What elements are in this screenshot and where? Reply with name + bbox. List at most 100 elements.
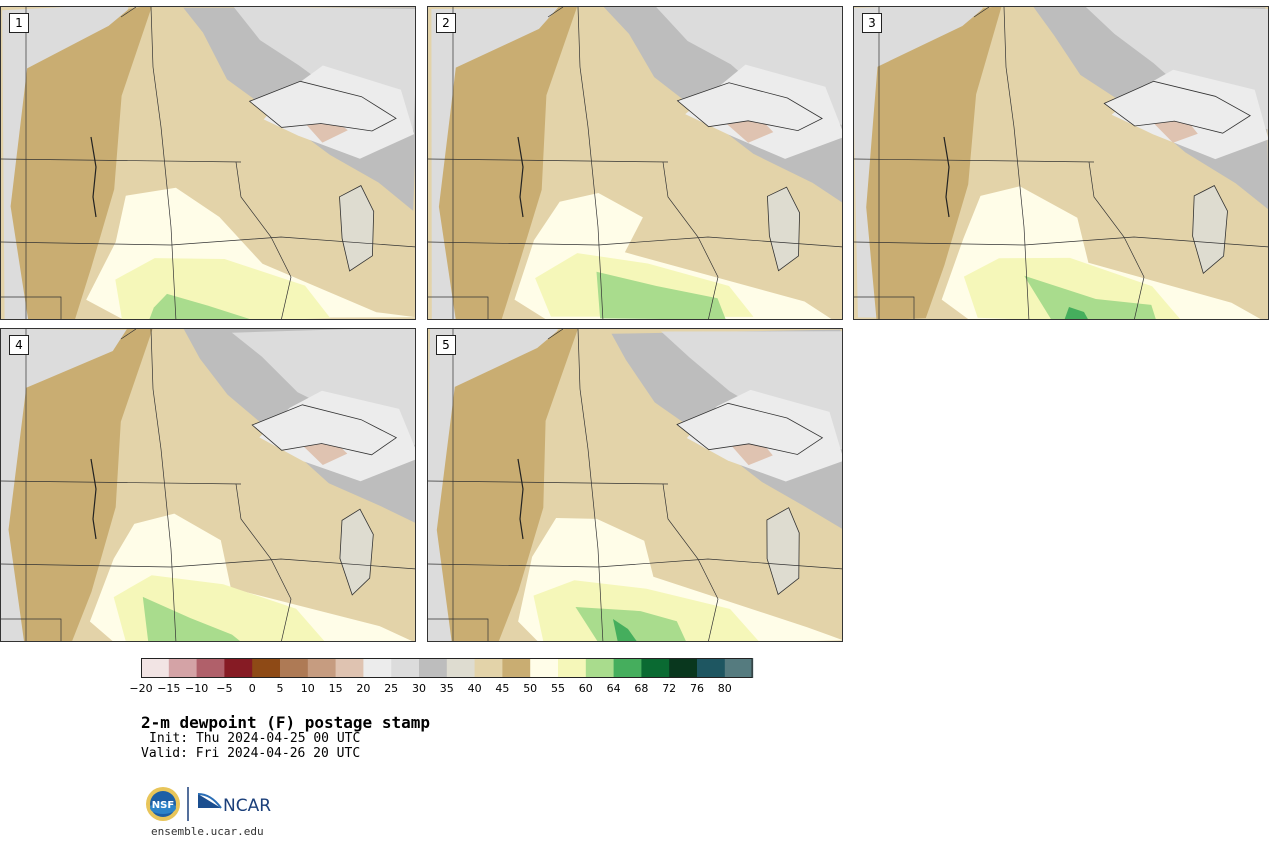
colorbar-tick-label: 80 — [717, 682, 732, 695]
colorbar-tick-label: 35 — [439, 682, 454, 695]
site-url: ensemble.ucar.edu — [151, 825, 264, 838]
nsf-logo: NSF — [146, 787, 180, 821]
colorbar-tick-label: 5 — [276, 682, 284, 695]
colorbar-swatch — [585, 658, 615, 678]
coastline — [120, 7, 137, 18]
colorbar-tick-label: −20 — [129, 682, 153, 695]
very-humid-region — [142, 596, 240, 641]
colorbar-tick-label: 68 — [634, 682, 649, 695]
postage-stamp-map-4: 4 — [0, 328, 416, 642]
state-border — [428, 236, 842, 248]
lake-michigan — [766, 186, 801, 272]
colorbar-tick-label: 45 — [495, 682, 510, 695]
lake-superior — [676, 402, 824, 455]
coastline — [973, 7, 990, 18]
moist-plains-band — [10, 7, 152, 319]
colorbar-swatch — [141, 658, 170, 678]
colorbar-swatch — [697, 658, 726, 678]
colorbar-tick-label: −10 — [184, 682, 209, 695]
lake-michigan — [766, 507, 800, 596]
colorbar-swatch — [530, 658, 559, 678]
valid-time: Valid: Fri 2024-04-26 20 UTC — [141, 746, 361, 761]
state-border — [1, 480, 242, 485]
coastline — [547, 329, 564, 340]
colorbar-frame — [141, 658, 753, 678]
state-border — [1, 618, 62, 641]
colorbar-swatch — [363, 658, 392, 678]
colorbar-tick-label: 64 — [606, 682, 621, 695]
colorbar-tick-label: 60 — [578, 682, 593, 695]
state-border — [1003, 7, 1030, 319]
state-border — [1, 236, 415, 248]
dewpoint-map — [428, 7, 842, 319]
moist-plains-band — [438, 7, 578, 319]
state-border — [854, 296, 915, 319]
very-humid-region — [596, 271, 726, 319]
dewpoint-map — [854, 7, 1268, 319]
state-border — [854, 158, 1095, 163]
init-time: Init: Thu 2024-04-25 00 UTC — [149, 731, 361, 746]
stamp-number-label: 5 — [436, 335, 456, 355]
coastline — [547, 7, 564, 18]
postage-stamp-map-1: 1 — [0, 6, 416, 320]
colorbar-swatch — [419, 658, 448, 678]
coastline — [120, 329, 137, 340]
logo-images: NSF NCAR — [146, 787, 271, 821]
postage-stamp-map-5: 5 — [427, 328, 843, 642]
colorbar-swatch — [252, 658, 281, 678]
state-border — [1, 158, 242, 163]
colorbar-swatch — [641, 658, 670, 678]
colorbar-swatch — [224, 658, 253, 678]
lake-michigan — [339, 508, 374, 596]
colorbar-swatch — [474, 658, 503, 678]
state-border — [577, 7, 604, 319]
moist-plains-band — [436, 329, 578, 641]
colorbar-swatch — [168, 658, 198, 678]
colorbar-tick-label: 76 — [690, 682, 704, 695]
stamp-number-label: 4 — [9, 335, 29, 355]
very-humid-region — [149, 293, 250, 319]
dewpoint-colorbar — [141, 658, 754, 678]
most-humid-region — [613, 619, 637, 641]
ncar-logo-text: NCAR — [223, 796, 271, 816]
state-border — [662, 161, 719, 319]
state-border — [428, 618, 489, 641]
lake-superior — [248, 80, 397, 132]
state-border — [150, 7, 177, 319]
dewpoint-map — [1, 7, 415, 319]
river-border — [943, 136, 950, 218]
state-border — [662, 483, 719, 641]
colorbar-tick-label: −5 — [216, 682, 233, 695]
very-humid-region — [575, 607, 686, 641]
colorbar-tick-label: 25 — [384, 682, 399, 695]
state-border — [150, 329, 177, 641]
colorbar-swatch — [669, 658, 698, 678]
lake-superior — [1103, 80, 1251, 134]
stamp-number-label: 1 — [9, 13, 29, 33]
colorbar-swatch — [446, 658, 476, 678]
river-border — [517, 136, 524, 218]
state-border — [428, 480, 669, 485]
lake-michigan — [1192, 185, 1228, 275]
colorbar-swatch — [502, 658, 531, 678]
colorbar-swatch — [724, 658, 754, 678]
river-border — [90, 136, 97, 218]
dewpoint-map — [1, 329, 415, 641]
state-border — [428, 558, 842, 570]
river-border — [517, 458, 524, 540]
colorbar-tick-label: 40 — [467, 682, 482, 695]
colorbar-tick-label: 50 — [523, 682, 538, 695]
colorbar-tick-label: 30 — [412, 682, 426, 695]
state-border — [235, 161, 292, 319]
state-border — [428, 296, 489, 319]
stamp-number-label: 3 — [862, 13, 882, 33]
colorbar-tick-label: 72 — [662, 682, 677, 695]
postage-stamp-map-3: 3 — [853, 6, 1269, 320]
colorbar-swatch — [391, 658, 420, 678]
lake-superior — [251, 404, 398, 456]
moist-plains-band — [8, 329, 153, 641]
colorbar-swatch — [196, 658, 225, 678]
nsf-logo-text: NSF — [152, 800, 174, 811]
state-border — [1, 296, 62, 319]
postage-stamp-map-2: 2 — [427, 6, 843, 320]
